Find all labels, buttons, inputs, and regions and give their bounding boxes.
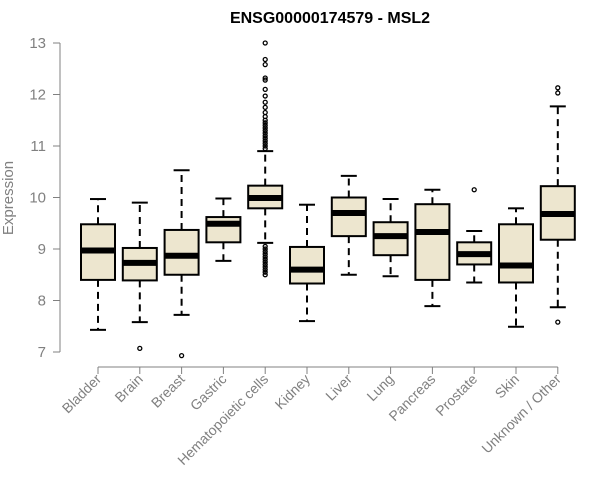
box-group bbox=[414, 188, 451, 308]
y-tick-label: 7 bbox=[38, 344, 46, 361]
box-group bbox=[372, 198, 409, 278]
outlier-point bbox=[262, 40, 268, 46]
category-label: Brain bbox=[111, 371, 145, 405]
y-axis-label: Expression bbox=[0, 161, 17, 235]
outlier-point bbox=[262, 266, 268, 273]
box-iqr bbox=[498, 223, 534, 284]
outlier-point bbox=[555, 90, 561, 96]
outlier-point bbox=[262, 56, 268, 63]
outlier-point bbox=[262, 248, 268, 255]
outlier-point bbox=[262, 264, 268, 270]
box-group bbox=[456, 187, 493, 284]
box-group bbox=[498, 207, 534, 328]
box-iqr bbox=[330, 196, 367, 238]
outlier-point bbox=[262, 259, 268, 265]
box-group bbox=[539, 85, 576, 325]
outlier-point bbox=[262, 269, 268, 275]
outlier-point bbox=[555, 319, 561, 325]
outlier-point bbox=[262, 251, 268, 257]
category-label: Kidney bbox=[272, 371, 314, 413]
box-group bbox=[205, 197, 242, 262]
box-group bbox=[289, 203, 325, 323]
y-tick-label: 9 bbox=[38, 241, 46, 258]
outlier-point bbox=[262, 125, 268, 131]
category-label: Skin bbox=[492, 371, 523, 402]
outlier-point bbox=[262, 61, 268, 68]
box-iqr bbox=[163, 228, 200, 276]
outlier-point bbox=[471, 187, 477, 193]
y-tick-label: 13 bbox=[29, 35, 46, 52]
outlier-point bbox=[262, 77, 268, 83]
outlier-point bbox=[555, 85, 561, 91]
outlier-point bbox=[178, 352, 185, 359]
category-label: Lung bbox=[363, 371, 396, 404]
y-axis: 7 8 9 10 11 12 13 bbox=[29, 35, 61, 361]
box-group bbox=[80, 198, 116, 331]
category-label: Bladder bbox=[59, 371, 105, 417]
box-iqr bbox=[289, 245, 325, 285]
outlier-point bbox=[262, 104, 268, 111]
outlier-point bbox=[262, 243, 268, 250]
box-iqr bbox=[414, 203, 451, 281]
category-label: Unknown / Other bbox=[478, 371, 564, 457]
outlier-point bbox=[262, 138, 268, 144]
y-tick-label: 12 bbox=[29, 87, 46, 104]
outlier-point bbox=[262, 86, 268, 92]
x-axis bbox=[97, 366, 559, 374]
outlier-point bbox=[262, 93, 268, 99]
outlier-point bbox=[262, 272, 268, 278]
outlier-point bbox=[262, 120, 268, 126]
outlier-point bbox=[262, 140, 268, 147]
outlier-point bbox=[262, 254, 268, 260]
category-label: Breast bbox=[148, 371, 188, 411]
outlier-point bbox=[262, 246, 268, 252]
category-label: Liver bbox=[322, 371, 355, 404]
outlier-point bbox=[262, 130, 268, 136]
outlier-point bbox=[262, 99, 268, 105]
outlier-point bbox=[262, 122, 268, 129]
outlier-point bbox=[137, 345, 143, 352]
chart-title: ENSG00000174579 - MSL2 bbox=[230, 10, 430, 27]
box-group bbox=[247, 40, 284, 278]
box-group bbox=[121, 201, 158, 352]
y-tick-label: 10 bbox=[29, 190, 46, 207]
outlier-point bbox=[262, 135, 268, 141]
y-tick-label: 8 bbox=[38, 293, 46, 310]
outlier-point bbox=[262, 133, 268, 139]
outlier-point bbox=[262, 256, 268, 262]
outlier-point bbox=[262, 143, 268, 149]
outlier-point bbox=[262, 145, 268, 152]
box-group bbox=[330, 174, 367, 276]
y-tick-label: 11 bbox=[30, 138, 46, 155]
box-series bbox=[80, 40, 576, 359]
outlier-point bbox=[262, 109, 268, 116]
outlier-point bbox=[262, 127, 268, 134]
box-group bbox=[163, 169, 200, 359]
outlier-point bbox=[262, 75, 268, 81]
outlier-point bbox=[262, 261, 268, 268]
category-label: Prostate bbox=[432, 371, 480, 419]
outlier-point bbox=[262, 117, 268, 123]
